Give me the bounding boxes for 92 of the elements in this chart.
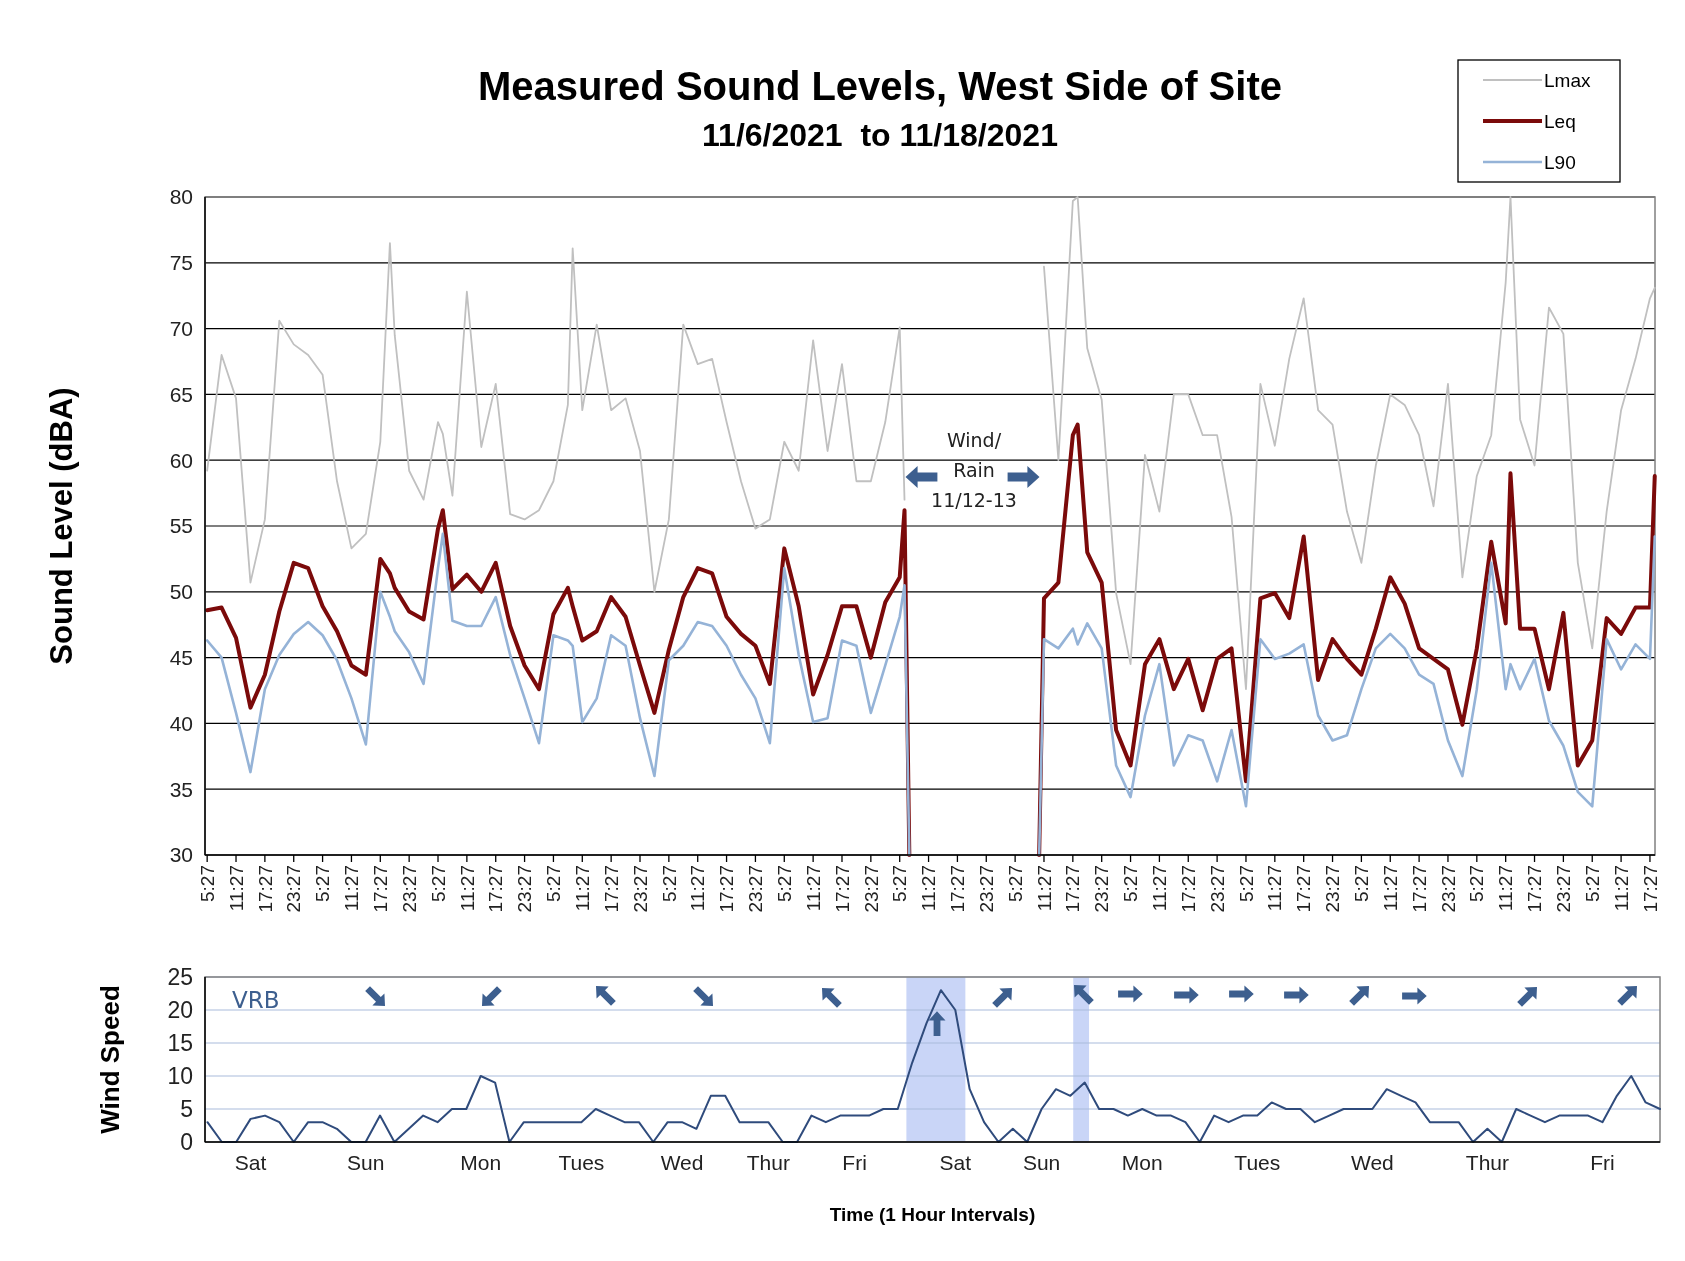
x-tick-label: 5:27 — [889, 865, 911, 902]
y-tick-label: 65 — [169, 382, 193, 406]
y-tick-label: 70 — [169, 316, 193, 340]
x-tick-label: 5:27 — [1581, 865, 1603, 902]
y-axis-title: Wind Speed — [95, 985, 126, 1134]
y-tick-label: 30 — [169, 843, 193, 867]
y-tick-label: 20 — [167, 997, 193, 1024]
x-tick-label: 17:27 — [1524, 865, 1546, 913]
x-tick-label: 17:27 — [600, 865, 622, 913]
y-axis-title: Sound Level (dBA) — [43, 387, 79, 665]
x-tick-label: 5:27 — [1120, 865, 1142, 902]
x-tick-label: Fri — [1590, 1151, 1615, 1174]
x-tick-label: 11:27 — [456, 865, 478, 912]
y-tick-label: 75 — [169, 251, 193, 275]
x-tick-label: 23:27 — [745, 865, 767, 913]
x-tick-label: 5:27 — [773, 865, 795, 902]
x-tick-label: Wed — [660, 1151, 704, 1174]
x-tick-label: 17:27 — [254, 865, 276, 913]
x-tick-label: 5:27 — [1235, 865, 1257, 902]
x-tick-label: Sat — [939, 1151, 972, 1174]
x-tick-label: 17:27 — [1177, 865, 1199, 913]
x-tick-label: 11:27 — [1149, 865, 1171, 912]
y-tick-label: 15 — [167, 1030, 193, 1057]
x-tick-label: Thur — [1465, 1151, 1510, 1174]
x-tick-label: Mon — [1121, 1151, 1163, 1174]
x-tick-label: 17:27 — [369, 865, 391, 913]
y-tick-label: 40 — [169, 711, 193, 735]
x-tick-label: 11:27 — [802, 865, 824, 912]
x-tick-label: 23:27 — [975, 865, 997, 913]
x-tick-label: 5:27 — [196, 865, 218, 902]
x-tick-label: 5:27 — [312, 865, 334, 902]
x-tick-label: Fri — [842, 1151, 867, 1174]
chart-title: Measured Sound Levels, West Side of Site — [478, 64, 1282, 108]
y-tick-label: 45 — [169, 645, 193, 669]
x-tick-label: 11:27 — [1033, 865, 1055, 912]
x-tick-label: 23:27 — [1206, 865, 1228, 913]
x-tick-label: 11:27 — [918, 865, 940, 912]
x-tick-label: Sat — [234, 1151, 267, 1174]
x-tick-label: 17:27 — [716, 865, 738, 913]
legend-label: Leq — [1544, 110, 1576, 132]
x-tick-label: 11:27 — [1264, 865, 1286, 912]
x-tick-label: 23:27 — [398, 865, 420, 913]
x-tick-label: 17:27 — [1639, 865, 1661, 913]
x-tick-label: 23:27 — [1322, 865, 1344, 913]
x-tick-label: 23:27 — [629, 865, 651, 913]
legend-label: L90 — [1544, 151, 1576, 173]
x-tick-label: 11:27 — [571, 865, 593, 912]
x-tick-label: 5:27 — [1466, 865, 1488, 902]
x-tick-label: Thur — [746, 1151, 790, 1174]
x-tick-label: 17:27 — [947, 865, 969, 913]
y-tick-label: 25 — [167, 964, 193, 991]
x-tick-label: 5:27 — [1351, 865, 1373, 902]
x-tick-label: 11:27 — [1610, 865, 1632, 912]
x-tick-label: 11:27 — [341, 865, 363, 912]
y-tick-label: 35 — [169, 777, 193, 801]
x-tick-label: 17:27 — [1062, 865, 1084, 913]
legend-label: Lmax — [1544, 69, 1591, 91]
annotation: VRB — [232, 987, 280, 1013]
x-axis-title: Time (1 Hour Intervals) — [829, 1204, 1036, 1225]
x-tick-label: 17:27 — [831, 865, 853, 913]
x-tick-label: Sun — [1022, 1151, 1061, 1174]
y-tick-label: 0 — [180, 1129, 193, 1156]
annotation: Wind/ Rain 11/12-13 — [931, 429, 1017, 511]
x-tick-label: 23:27 — [860, 865, 882, 913]
y-tick-label: 80 — [169, 185, 193, 209]
x-tick-label: 17:27 — [485, 865, 507, 913]
x-tick-label: 5:27 — [543, 865, 565, 902]
x-tick-label: 11:27 — [225, 865, 247, 912]
x-tick-label: 11:27 — [687, 865, 709, 912]
x-tick-label: 5:27 — [658, 865, 680, 902]
y-tick-label: 55 — [169, 514, 193, 538]
x-tick-label: 17:27 — [1293, 865, 1315, 913]
x-tick-label: Wed — [1350, 1151, 1394, 1174]
y-tick-label: 10 — [167, 1063, 193, 1090]
x-tick-label: 23:27 — [514, 865, 536, 913]
x-tick-label: 23:27 — [1553, 865, 1575, 913]
y-tick-label: 60 — [169, 448, 193, 472]
x-tick-label: 11:27 — [1379, 865, 1401, 912]
chart-subtitle: 11/6/2021 to 11/18/2021 — [702, 117, 1058, 153]
x-tick-label: 17:27 — [1408, 865, 1430, 913]
x-tick-label: 5:27 — [427, 865, 449, 902]
x-tick-label: 5:27 — [1004, 865, 1026, 902]
x-tick-label: Tues — [558, 1151, 605, 1174]
x-tick-label: Mon — [460, 1151, 502, 1174]
x-tick-label: 23:27 — [283, 865, 305, 913]
x-tick-label: Sun — [346, 1151, 385, 1174]
x-tick-label: 23:27 — [1091, 865, 1113, 913]
y-tick-label: 50 — [169, 580, 193, 604]
y-tick-label: 5 — [180, 1096, 193, 1123]
x-tick-label: Tues — [1234, 1151, 1281, 1174]
x-tick-label: 11:27 — [1495, 865, 1517, 912]
x-tick-label: 23:27 — [1437, 865, 1459, 913]
